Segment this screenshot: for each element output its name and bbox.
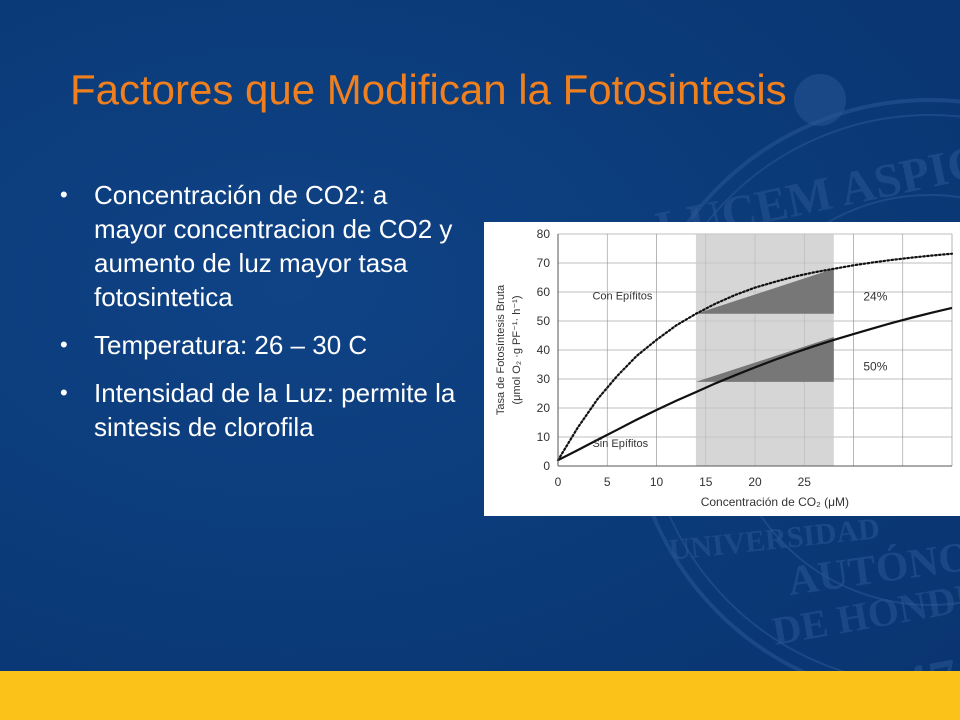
bullet-text: Temperatura: 26 – 30 C bbox=[94, 330, 368, 360]
y-axis-label-line2: (μmol O₂ ·g PF⁻¹· h⁻¹) bbox=[511, 296, 523, 405]
x-tick-label: 0 bbox=[555, 475, 562, 489]
x-tick-label: 15 bbox=[699, 475, 713, 489]
tick-labels: 0 10 20 30 40 50 60 70 80 0 5 10 15 20 25 bbox=[537, 227, 812, 489]
x-axis-label: Concentración de CO₂ (μM) bbox=[701, 495, 849, 509]
series-line bbox=[557, 306, 953, 462]
chart-figure: 0 10 20 30 40 50 60 70 80 0 5 10 15 20 25 Con Epífitos… bbox=[484, 222, 960, 516]
percent-annotation: 50% bbox=[863, 359, 887, 373]
slide-title: Factores que Modifican la Fotosintesis bbox=[70, 66, 787, 113]
x-tick-label: 10 bbox=[650, 475, 664, 489]
bullet-dot-icon: • bbox=[60, 380, 68, 405]
photosynthesis-chart: 0 10 20 30 40 50 60 70 80 0 5 10 15 20 25 Con Epífitos… bbox=[495, 227, 954, 509]
footer-bar bbox=[0, 671, 960, 720]
percent-annotation: 24% bbox=[863, 290, 887, 304]
y-tick-label: 0 bbox=[543, 459, 550, 473]
y-tick-label: 30 bbox=[537, 372, 551, 386]
y-tick-label: 10 bbox=[537, 430, 551, 444]
x-tick-label: 5 bbox=[604, 475, 611, 489]
y-tick-label: 50 bbox=[537, 314, 551, 328]
series-label-con-epifitos: Con Epífitos bbox=[592, 290, 652, 302]
grid-over-shade bbox=[557, 233, 953, 467]
y-axis-label-line1: Tasa de Fotosíntesis Bruta bbox=[495, 284, 507, 415]
bullet-dot-icon: • bbox=[60, 332, 68, 357]
series-line bbox=[556, 252, 954, 462]
bullet-text: Intensidad de la Luz: permite la sintesi… bbox=[94, 378, 456, 442]
bullet-item: • Temperatura: 26 – 30 C bbox=[60, 328, 460, 362]
y-tick-label: 70 bbox=[537, 256, 551, 270]
series-lines bbox=[556, 252, 954, 462]
sun-emblem bbox=[794, 74, 846, 126]
x-tick-label: 20 bbox=[748, 475, 762, 489]
series-label-sin-epifitos: Sin Epífitos bbox=[592, 438, 648, 450]
y-tick-label: 20 bbox=[537, 401, 551, 415]
y-tick-label: 80 bbox=[537, 227, 551, 241]
bullet-dot-icon: • bbox=[60, 182, 68, 207]
bullet-text: Concentración de CO2: a mayor concentrac… bbox=[94, 180, 453, 312]
y-tick-label: 60 bbox=[537, 285, 551, 299]
bullet-item: • Concentración de CO2: a mayor concentr… bbox=[60, 178, 460, 314]
bullet-item: • Intensidad de la Luz: permite la sinte… bbox=[60, 376, 460, 444]
annotations: 24% 50% bbox=[863, 290, 887, 374]
series-labels: Con Epífitos Sin Epífitos bbox=[592, 290, 652, 450]
x-tick-label: 25 bbox=[798, 475, 812, 489]
bullet-list: • Concentración de CO2: a mayor concentr… bbox=[60, 178, 460, 458]
y-tick-label: 40 bbox=[537, 343, 551, 357]
